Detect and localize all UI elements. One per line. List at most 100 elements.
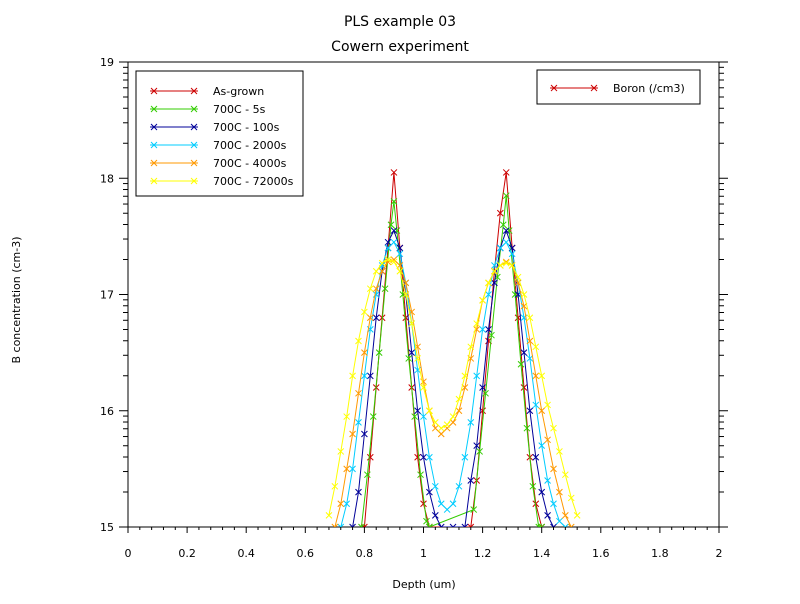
data-point — [366, 372, 374, 380]
series-2 — [358, 192, 546, 527]
data-point — [496, 262, 504, 269]
data-point — [364, 471, 371, 479]
data-point — [550, 523, 557, 527]
data-point — [349, 465, 356, 473]
data-point — [473, 372, 481, 380]
data-point — [355, 389, 362, 397]
data-point — [384, 238, 392, 246]
data-point — [437, 430, 445, 438]
data-point — [449, 523, 457, 527]
data-point — [390, 238, 398, 246]
data-point — [470, 506, 478, 513]
data-point — [420, 453, 427, 461]
series-4 — [337, 238, 569, 527]
data-point — [369, 413, 377, 420]
data-point — [538, 372, 546, 380]
data-point — [343, 413, 351, 420]
data-point — [355, 419, 362, 426]
x-tick-label: 1.8 — [651, 547, 669, 560]
data-point — [390, 258, 398, 266]
legend-marker — [150, 141, 158, 149]
legend-marker — [190, 105, 198, 113]
x-tick-label: 1 — [420, 547, 427, 560]
y-tick-label: 15 — [100, 521, 114, 534]
data-point — [561, 512, 569, 519]
data-point — [544, 512, 551, 519]
data-point — [343, 465, 351, 473]
data-point — [420, 413, 427, 420]
data-point — [443, 421, 451, 429]
data-point — [556, 488, 563, 496]
x-tick-label: 0 — [125, 547, 132, 560]
data-point — [411, 413, 418, 420]
data-point — [331, 523, 339, 527]
data-point — [390, 227, 398, 234]
data-point — [523, 424, 531, 432]
data-point — [384, 256, 392, 263]
legend-boron-markers — [550, 84, 598, 92]
data-point — [491, 262, 498, 269]
data-point — [337, 523, 345, 527]
x-tick-label: 0.2 — [178, 547, 196, 560]
series-line — [340, 241, 566, 527]
data-point — [405, 355, 413, 362]
data-point — [426, 453, 433, 461]
data-point — [544, 436, 551, 444]
data-point — [437, 424, 445, 432]
data-point — [437, 523, 445, 527]
series-line — [334, 259, 572, 527]
data-point — [514, 273, 522, 281]
data-point — [544, 401, 551, 409]
legend-item: 700C - 100s — [150, 121, 280, 134]
legend-marker — [150, 123, 158, 131]
legend-marker — [150, 159, 158, 167]
data-point — [567, 523, 575, 527]
data-point — [414, 407, 421, 415]
data-point — [349, 372, 356, 380]
data-point — [556, 448, 563, 455]
data-point — [532, 372, 540, 380]
data-point — [417, 471, 424, 479]
x-tick-label: 0.4 — [237, 547, 255, 560]
data-point — [502, 192, 510, 200]
data-point — [508, 262, 516, 269]
x-tick-label: 1.4 — [533, 547, 551, 560]
x-tick-label: 1.6 — [592, 547, 610, 560]
data-point — [467, 419, 475, 426]
data-point — [431, 512, 439, 519]
data-point — [372, 267, 380, 275]
data-point — [455, 482, 463, 490]
y-tick-label: 18 — [100, 172, 114, 185]
data-point — [550, 465, 557, 473]
data-point — [502, 227, 510, 234]
data-point — [361, 372, 368, 380]
legend-label: 700C - 100s — [213, 121, 280, 134]
data-point — [325, 512, 333, 519]
data-point — [526, 337, 534, 345]
data-point — [496, 244, 504, 252]
data-point — [532, 401, 540, 409]
data-point — [372, 314, 380, 322]
x-tick-label: 1.2 — [474, 547, 492, 560]
x-tick-label: 2 — [716, 547, 723, 560]
data-point — [437, 500, 445, 508]
y-tick-label: 19 — [100, 56, 114, 69]
data-point — [502, 238, 510, 246]
data-point — [461, 523, 469, 527]
data-point — [561, 471, 569, 479]
legend-boron-label: Boron (/cm3) — [613, 82, 685, 95]
data-point — [372, 285, 380, 293]
data-point — [426, 488, 433, 496]
legend-marker — [150, 105, 158, 113]
data-point — [343, 500, 351, 508]
data-point — [461, 372, 469, 380]
legend-marker — [150, 177, 158, 185]
data-point — [426, 407, 433, 415]
data-point — [488, 331, 495, 339]
data-point — [431, 482, 439, 490]
data-point — [550, 424, 557, 432]
data-point — [461, 453, 469, 461]
legend-series-box — [135, 70, 304, 197]
data-point — [402, 291, 410, 298]
